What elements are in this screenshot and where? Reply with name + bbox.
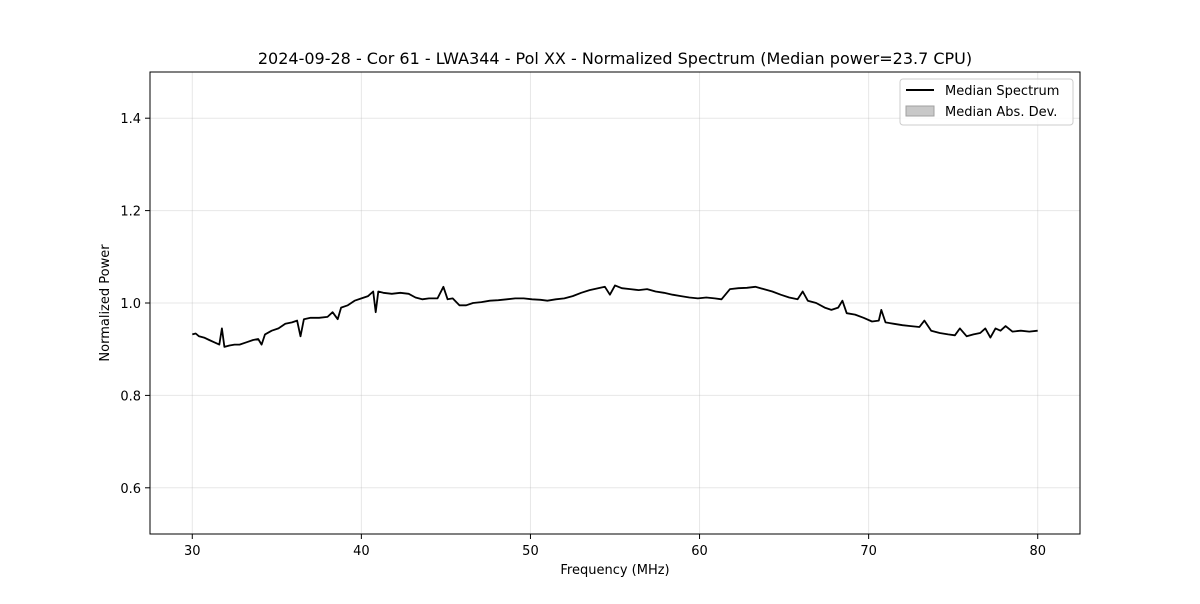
x-axis-label: Frequency (MHz) [560, 563, 669, 578]
legend-box [899, 78, 1074, 126]
y-tick-label: 1.2 [120, 205, 141, 220]
legend-label-median-abs-dev: Median Abs. Dev. [945, 105, 1057, 120]
legend-patch-swatch [905, 105, 935, 117]
y-tick-label: 1.4 [120, 112, 141, 127]
chart-title: 2024-09-28 - Cor 61 - LWA344 - Pol XX - … [258, 49, 972, 68]
y-axis-ticks: 0.6 0.8 1.0 1.2 1.4 [120, 112, 150, 497]
legend-label-median-spectrum: Median Spectrum [945, 84, 1059, 99]
x-axis-ticks: 30 40 50 60 70 80 [184, 534, 1046, 559]
y-tick-label: 1.0 [120, 297, 141, 312]
median-spectrum-line [192, 284, 1038, 348]
x-tick-label: 50 [522, 544, 539, 559]
y-axis-label: Normalized Power [98, 244, 113, 362]
legend: Median Spectrum Median Abs. Dev. [899, 78, 1074, 126]
x-tick-label: 30 [184, 544, 201, 559]
x-tick-label: 60 [691, 544, 708, 559]
x-tick-label: 70 [860, 544, 877, 559]
x-tick-label: 80 [1029, 544, 1046, 559]
series-layer [192, 284, 1038, 348]
y-tick-label: 0.6 [120, 482, 141, 497]
y-tick-label: 0.8 [120, 389, 141, 404]
x-tick-label: 40 [353, 544, 370, 559]
